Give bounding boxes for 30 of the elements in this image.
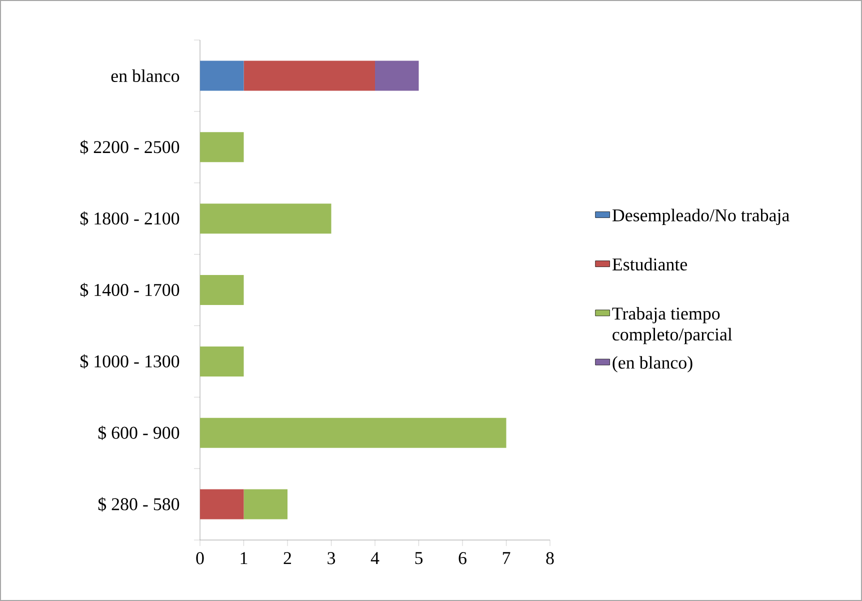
y-tick-label: $ 280 - 580 xyxy=(98,497,180,512)
legend-label: Estudiante xyxy=(612,258,688,270)
legend-label: Desempleado/No trabaja xyxy=(612,208,790,226)
y-tick-label: $ 2200 - 2500 xyxy=(80,140,180,154)
x-tick-label: 8 xyxy=(546,552,554,564)
x-tick-label: 3 xyxy=(328,552,336,564)
x-tick-label: 4 xyxy=(370,552,380,564)
bar xyxy=(244,489,288,520)
x-tick-label: 5 xyxy=(415,552,423,564)
x-tick-label: 0 xyxy=(196,552,204,564)
bar xyxy=(200,489,244,520)
x-tick-label: 2 xyxy=(284,552,291,564)
x-tick-label: 7 xyxy=(502,552,510,564)
bar xyxy=(200,204,332,234)
bar xyxy=(375,60,419,91)
bar xyxy=(200,346,244,376)
legend-label: (en blanco) xyxy=(612,356,692,372)
y-tick-label: $ 600 - 900 xyxy=(98,426,180,440)
y-tick-label: $ 1000 - 1300 xyxy=(80,354,180,369)
bar xyxy=(200,132,244,162)
legend-label: Trabaja tiempo completo/parcial xyxy=(612,306,732,344)
bar xyxy=(200,60,244,91)
y-tick-label: $ 1800 - 2100 xyxy=(80,211,180,226)
x-tick-label: 1 xyxy=(240,552,248,564)
bar xyxy=(244,60,375,91)
x-tick-label: 6 xyxy=(458,552,466,564)
bar xyxy=(200,275,244,306)
y-tick-label: $ 1400 - 1700 xyxy=(80,282,180,298)
y-tick-label: en blanco xyxy=(111,69,180,82)
bar xyxy=(200,418,506,448)
